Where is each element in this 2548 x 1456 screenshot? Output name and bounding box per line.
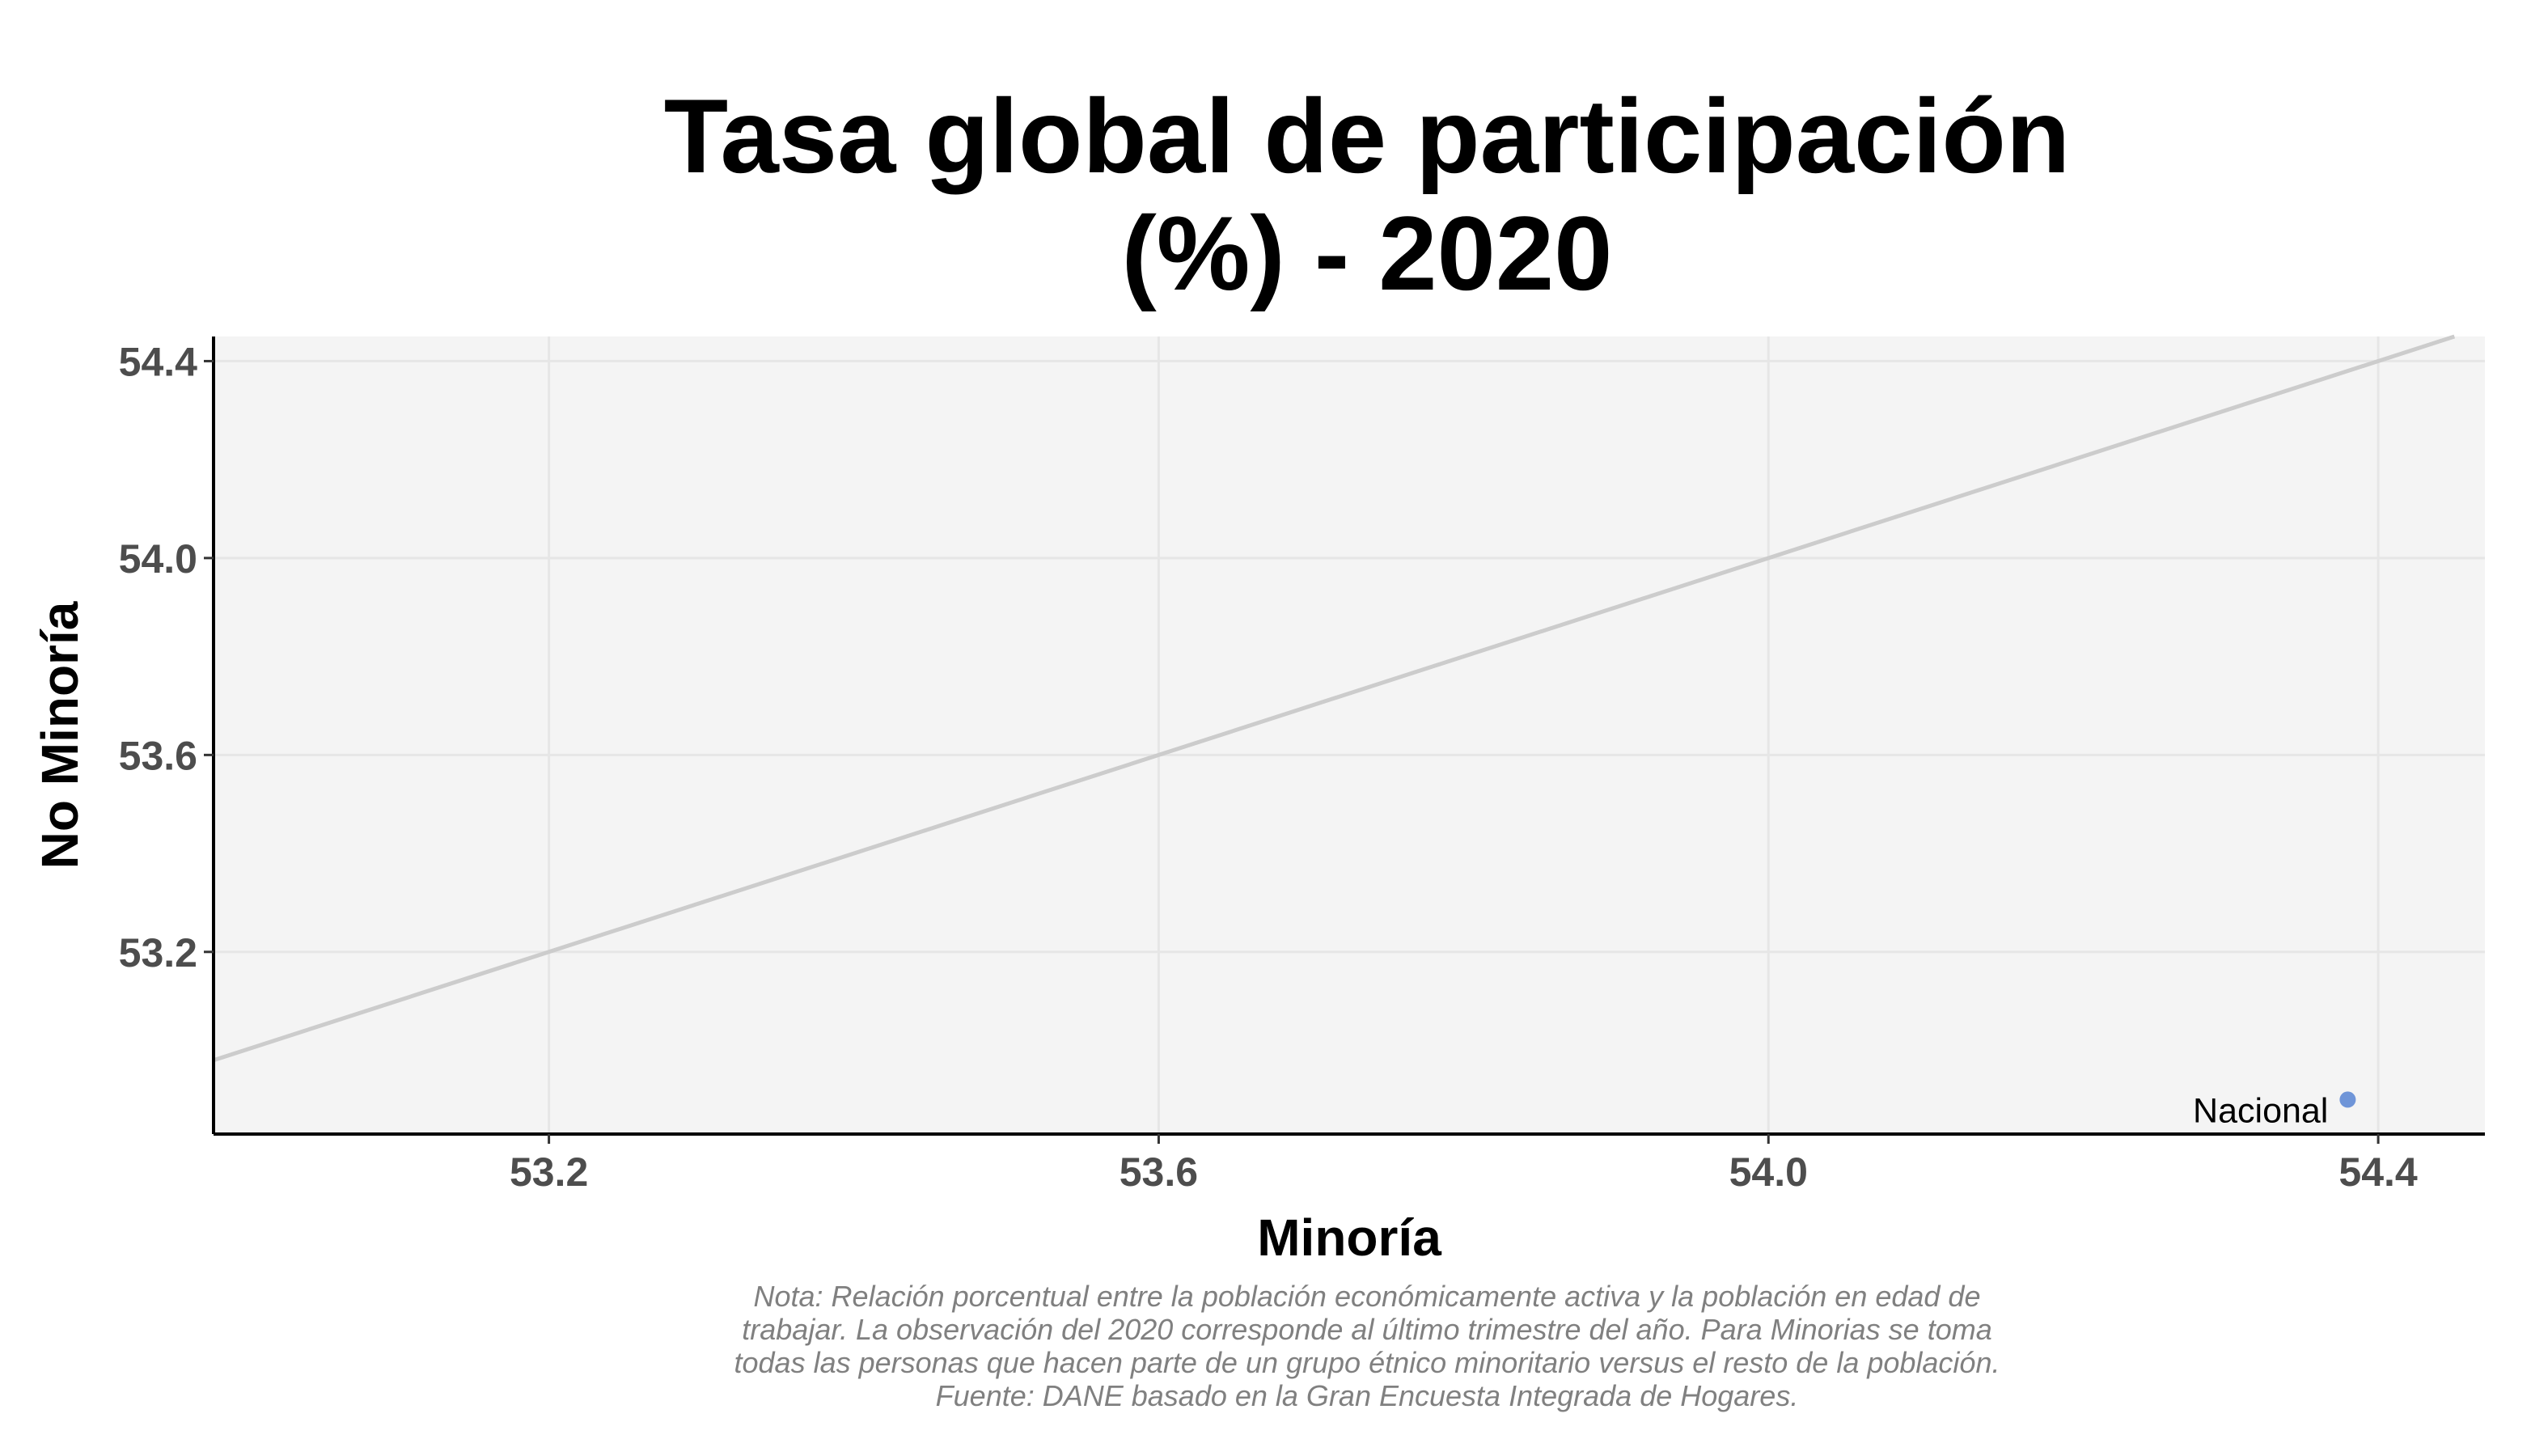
reference-line-group [213, 334, 2456, 1063]
caption-line-3: todas las personas que hacen parte de un… [734, 1346, 2000, 1379]
caption-line-1: Nota: Relación porcentual entre la pobla… [753, 1280, 1981, 1313]
data-point-label: Nacional [2193, 1091, 2328, 1130]
x-tick-label: 54.4 [2338, 1149, 2418, 1195]
y-axis-title: No Minoría [31, 601, 89, 869]
x-tick-label: 53.6 [1120, 1149, 1198, 1195]
chart-title-line-2: (%) - 2020 [1121, 194, 1613, 312]
chart-caption: Nota: Relación porcentual entre la pobla… [0, 1280, 2548, 1412]
x-tick-label: 53.2 [510, 1149, 588, 1195]
chart-title: Tasa global de participación (%) - 2020 [0, 78, 2548, 312]
x-tick-label: 54.0 [1729, 1149, 1808, 1195]
panel-background [214, 336, 2485, 1134]
plot-panel [214, 336, 2485, 1134]
reference-line [213, 334, 2456, 1063]
y-tick-label: 54.4 [119, 339, 198, 384]
y-tick-label: 53.6 [119, 733, 197, 778]
chart-title-line-1: Tasa global de participación [663, 77, 2071, 195]
data-point [2339, 1091, 2356, 1108]
caption-line-4: Fuente: DANE basado en la Gran Encuesta … [935, 1379, 1799, 1412]
tick-labels: 53.2 53.6 54.0 54.4 53.2 53.6 54.0 54.4 [119, 339, 2418, 1195]
caption-line-2: trabajar. La observación del 2020 corres… [742, 1313, 1992, 1346]
y-tick-label: 53.2 [119, 930, 197, 976]
grid-lines [214, 336, 2485, 1134]
axes [204, 336, 2485, 1144]
y-tick-label: 54.0 [119, 536, 197, 582]
x-axis-title: Minoría [1257, 1208, 1441, 1267]
data-points: Nacional [2193, 1091, 2356, 1130]
